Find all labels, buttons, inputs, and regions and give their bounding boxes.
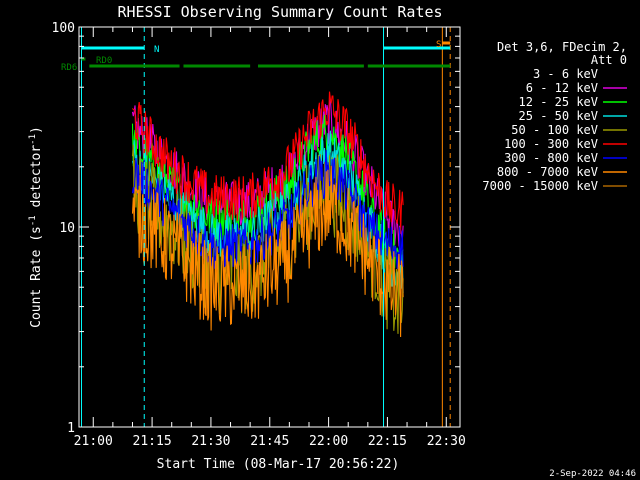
legend-label-7: 800 - 7000 keV (497, 165, 598, 179)
legend-label-6: 300 - 800 keV (504, 151, 598, 165)
legend-label-5: 100 - 300 keV (504, 137, 598, 151)
annotation-label-rd0: RD0 (96, 56, 112, 66)
plot-area: RD0 RD6 N S (61, 27, 451, 427)
legend-label-0: 3 - 6 keV (533, 67, 598, 81)
legend-label-3: 25 - 50 keV (519, 109, 598, 123)
legend-header-1: Att 0 (591, 53, 627, 67)
series-line-0 (131, 78, 404, 156)
footer-date: 2-Sep-2022 04:46 (549, 469, 636, 479)
series-line-7 (131, 165, 404, 338)
y-tick-label-10: 10 (59, 221, 75, 236)
y-tick-label-100: 100 (52, 21, 75, 36)
x-tick-label-2145: 21:45 (250, 434, 289, 449)
legend-label-4: 50 - 100 keV (511, 123, 598, 137)
legend-label-2: 12 - 25 keV (519, 95, 598, 109)
annotation-label-n: N (154, 45, 159, 55)
annotation-label-s: S (436, 40, 441, 50)
annotation-label-rd6: RD6 (61, 63, 77, 73)
legend-label-8: 7000 - 15000 keV (482, 179, 598, 193)
x-tick-label-2200: 22:00 (309, 434, 348, 449)
y-axis-label: Count Rate (s-1 detector-1) (28, 126, 44, 328)
x-tick-label-2115: 21:15 (133, 434, 172, 449)
chart-title: RHESSI Observing Summary Count Rates (117, 3, 442, 21)
y-tick-label-1: 1 (67, 421, 75, 436)
legend-header-0: Det 3,6, FDecim 2, (497, 40, 627, 54)
x-tick-label-2100: 21:00 (74, 434, 113, 449)
x-tick-label-2230: 22:30 (427, 434, 466, 449)
legend-label-1: 6 - 12 keV (526, 81, 598, 95)
x-tick-label-2130: 21:30 (191, 434, 230, 449)
x-axis-label: Start Time (08-Mar-17 20:56:22) (157, 457, 400, 472)
x-tick-label-2215: 22:15 (368, 434, 407, 449)
series-line-5 (132, 91, 404, 234)
